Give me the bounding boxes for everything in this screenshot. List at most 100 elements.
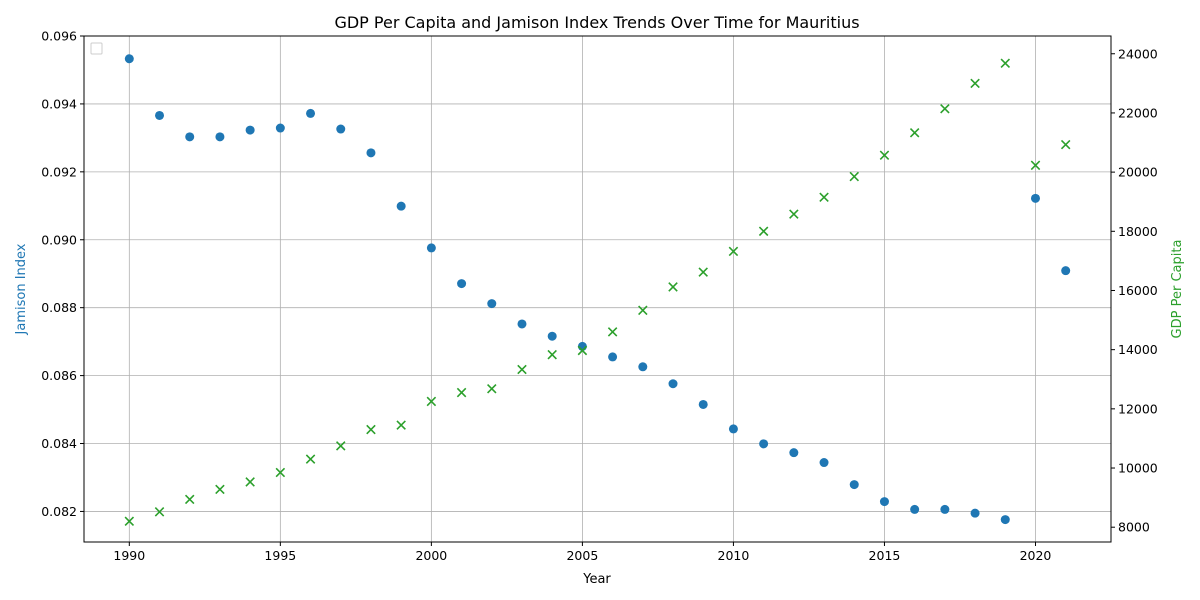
left-y-tick-label: 0.090 (41, 232, 77, 247)
left-y-tick-label: 0.082 (41, 504, 77, 519)
jamison-index-point (457, 279, 467, 289)
left-y-axis: 0.082 0.084 0.086 0.088 0.090 0.092 0.094 0.096 (41, 29, 84, 519)
gdp-per-capita-point (215, 484, 225, 495)
right-y-tick-label: 18000 (1118, 224, 1158, 239)
jamison-index-point (245, 125, 255, 135)
gdp-per-capita-point (456, 387, 467, 398)
gdp-per-capita-point (1060, 139, 1071, 150)
left-y-tick-label: 0.094 (41, 96, 77, 111)
jamison-index-point (336, 124, 346, 134)
gdp-per-capita-point (124, 516, 135, 527)
right-y-tick-label: 22000 (1118, 105, 1158, 120)
jamison-index-point (306, 108, 316, 118)
chart-title: GDP Per Capita and Jamison Index Trends … (334, 13, 859, 32)
jamison-index-point (426, 243, 436, 253)
gdp-per-capita-point (728, 246, 739, 257)
x-axis: 1990 1995 2000 2005 2010 2015 2020 (113, 542, 1051, 563)
gdp-per-capita-point (184, 494, 195, 505)
right-y-axis: 8000 10000 12000 14000 16000 18000 20000 22000 2… (1111, 46, 1158, 535)
gdp-per-capita-point (789, 209, 799, 219)
left-y-tick-label: 0.086 (41, 368, 77, 383)
left-y-tick-label: 0.084 (41, 436, 77, 451)
jamison-index-point (215, 132, 225, 142)
right-y-tick-label: 14000 (1118, 342, 1158, 357)
jamison-index-point (396, 201, 406, 211)
gdp-per-capita-point (245, 477, 255, 487)
gdp-per-capita-point (849, 171, 860, 182)
gdp-per-capita-point (1030, 160, 1041, 171)
jamison-index-point (638, 362, 648, 372)
x-tick-label: 2020 (1020, 548, 1052, 563)
jamison-index-point (487, 299, 497, 309)
gdp-per-capita-point (940, 104, 950, 114)
data-points (124, 54, 1071, 527)
legend-box (90, 42, 103, 55)
x-tick-label: 2010 (718, 548, 750, 563)
jamison-index-point (879, 497, 889, 507)
x-tick-label: 2000 (415, 548, 447, 563)
jamison-index-point (517, 319, 527, 329)
jamison-index-point (155, 110, 165, 120)
right-y-tick-label: 24000 (1118, 46, 1158, 61)
gdp-per-capita-point (335, 441, 346, 451)
gdp-per-capita-point (1000, 58, 1011, 68)
left-y-tick-label: 0.088 (41, 300, 77, 315)
gdp-per-capita-point (577, 345, 588, 356)
left-y-tick-label: 0.096 (41, 29, 77, 44)
x-axis-label: Year (582, 572, 611, 587)
right-y-tick-label: 10000 (1118, 461, 1158, 476)
grid-lines (84, 35, 1111, 542)
jamison-index-point (970, 508, 980, 518)
jamison-index-point (608, 352, 618, 362)
x-tick-label: 2005 (566, 548, 598, 563)
right-y-tick-label: 20000 (1118, 165, 1158, 180)
gdp-per-capita-point (366, 424, 376, 435)
jamison-index-point (789, 448, 799, 458)
jamison-index-point (728, 424, 738, 434)
gdp-per-capita-point (638, 305, 648, 316)
jamison-index-point (547, 331, 557, 341)
jamison-index-point (759, 439, 769, 449)
right-y-tick-label: 8000 (1118, 520, 1150, 535)
jamison-index-point (185, 132, 195, 142)
jamison-index-point (366, 148, 376, 158)
gdp-per-capita-point (487, 383, 497, 394)
right-y-axis-label: GDP Per Capita (1170, 240, 1185, 339)
gdp-per-capita-point (879, 150, 890, 161)
gdp-per-capita-point (758, 226, 769, 237)
left-y-tick-label: 0.092 (41, 164, 77, 179)
gdp-per-capita-point (305, 454, 316, 464)
jamison-index-point (275, 123, 285, 133)
gdp-per-capita-point (698, 267, 708, 277)
left-y-axis-label: Jamison Index (14, 243, 29, 335)
gdp-per-capita-point (909, 127, 920, 138)
x-tick-label: 1995 (264, 548, 296, 563)
jamison-index-point (698, 399, 708, 409)
jamison-index-point (1030, 193, 1040, 203)
gdp-per-capita-point (154, 507, 165, 517)
jamison-index-point (124, 54, 134, 64)
gdp-per-capita-point (970, 78, 980, 89)
gdp-per-capita-point (819, 192, 829, 203)
plot-frame (83, 35, 1112, 543)
jamison-index-point (1061, 266, 1071, 276)
jamison-index-point (940, 504, 950, 514)
gdp-per-capita-point (396, 420, 406, 430)
jamison-index-point (668, 379, 678, 389)
right-y-tick-label: 16000 (1118, 283, 1158, 298)
gdp-per-capita-point (547, 349, 557, 360)
jamison-index-point (819, 458, 829, 468)
jamison-index-point (1000, 515, 1010, 525)
gdp-per-capita-point (607, 327, 618, 337)
gdp-per-capita-point (517, 364, 527, 375)
gdp-per-capita-point (668, 282, 678, 292)
gdp-per-capita-point (275, 467, 286, 478)
x-tick-label: 2015 (869, 548, 901, 563)
jamison-index-point (849, 480, 859, 490)
jamison-index-point (910, 504, 920, 514)
right-y-tick-label: 12000 (1118, 401, 1158, 416)
x-tick-label: 1990 (113, 548, 145, 563)
gdp-per-capita-point (426, 396, 437, 407)
